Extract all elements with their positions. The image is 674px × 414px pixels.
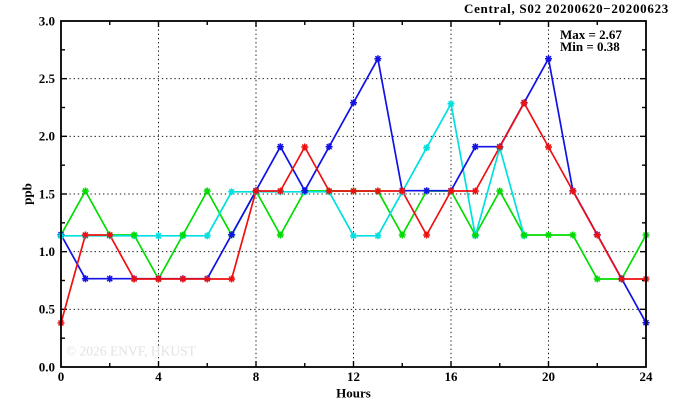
svg-text:1.5: 1.5 bbox=[39, 186, 56, 201]
svg-text:16: 16 bbox=[445, 369, 459, 384]
svg-text:ppb: ppb bbox=[20, 183, 35, 205]
svg-text:Hours: Hours bbox=[336, 386, 371, 401]
svg-text:4: 4 bbox=[155, 369, 162, 384]
svg-text:© 2026 ENVF, HKUST: © 2026 ENVF, HKUST bbox=[66, 344, 197, 359]
svg-text:Central, S02 20200620−20200623: Central, S02 20200620−20200623 bbox=[464, 1, 669, 16]
svg-text:24: 24 bbox=[640, 369, 654, 384]
svg-text:Max = 2.67: Max = 2.67 bbox=[560, 27, 622, 42]
svg-text:0: 0 bbox=[58, 369, 65, 384]
svg-text:0.5: 0.5 bbox=[39, 302, 56, 317]
svg-text:20: 20 bbox=[542, 369, 555, 384]
svg-text:12: 12 bbox=[347, 369, 360, 384]
svg-text:1.0: 1.0 bbox=[39, 244, 55, 259]
svg-text:8: 8 bbox=[253, 369, 260, 384]
svg-text:2.0: 2.0 bbox=[39, 129, 55, 144]
svg-text:2.5: 2.5 bbox=[39, 71, 56, 86]
svg-text:3.0: 3.0 bbox=[39, 13, 55, 28]
svg-text:Min = 0.38: Min = 0.38 bbox=[560, 39, 620, 54]
svg-text:0.0: 0.0 bbox=[39, 359, 55, 374]
